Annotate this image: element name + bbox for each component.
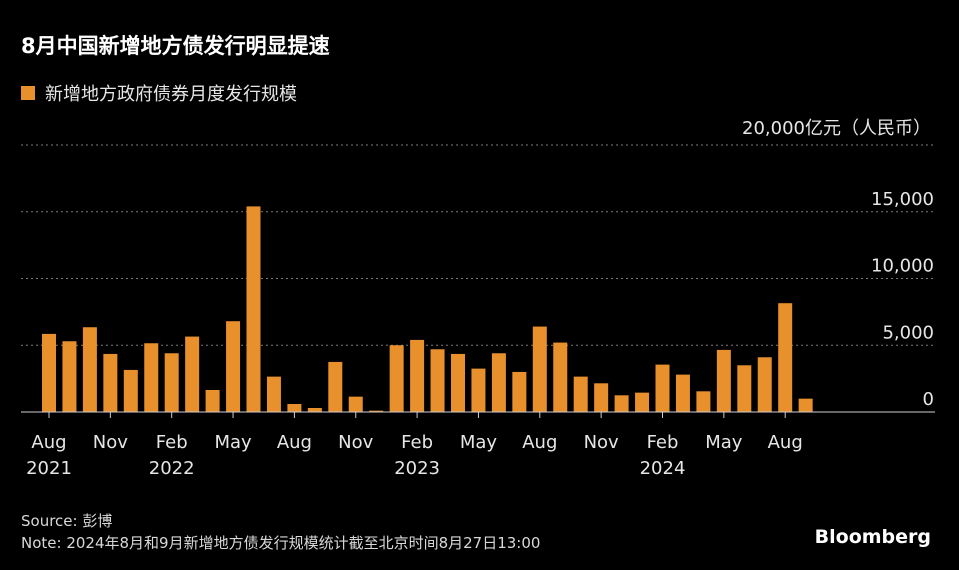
legend-swatch [21, 86, 35, 100]
legend: 新增地方政府债券月度发行规模 [21, 80, 297, 106]
bar [471, 368, 486, 412]
x-tick-labels: Aug 2021 Nov Feb 2022 May Aug Nov Feb 2023 May Aug N… [26, 432, 803, 479]
chart-title: 8月中国新增地方债发行明显提速 [21, 34, 330, 58]
y-tick-label: 5,000 [882, 322, 934, 343]
x-year-label: 2024 [640, 458, 686, 479]
bar [573, 376, 588, 412]
bars [42, 206, 813, 412]
bar [348, 396, 363, 412]
bar [328, 361, 343, 412]
x-tick-label: May [705, 432, 743, 453]
bar [635, 392, 650, 412]
x-tick-label: Nov [93, 432, 128, 453]
bar [553, 342, 568, 412]
bar [430, 349, 445, 412]
x-year-label: 2023 [394, 458, 440, 479]
y-tick-labels: 15,000 10,000 5,000 0 [871, 189, 934, 410]
bar [307, 407, 322, 412]
bar [716, 349, 731, 412]
bar [696, 391, 711, 412]
x-tick-label: May [460, 432, 498, 453]
bar [42, 333, 56, 412]
x-tick-label: Aug [31, 432, 66, 453]
bar [512, 371, 527, 412]
bloomberg-logo: Bloomberg [814, 526, 931, 548]
y-tick-label: 10,000 [871, 256, 934, 277]
bar [164, 353, 179, 412]
source-note: Source: 彭博 [21, 512, 113, 530]
y-tick-label: 0 [923, 389, 934, 410]
bar [103, 353, 118, 412]
bar [491, 353, 506, 412]
bar [62, 341, 77, 412]
footnote: Note: 2024年8月和9月新增地方债发行规模统计截至北京时间8月27日13… [21, 534, 541, 552]
bar [266, 376, 281, 412]
x-tick-label: Feb [156, 432, 188, 453]
x-year-label: 2022 [149, 458, 195, 479]
x-tick-label: Aug [522, 432, 557, 453]
y-tick-label: 15,000 [871, 189, 934, 210]
bar [369, 410, 384, 412]
bar [82, 327, 97, 412]
bar [798, 398, 813, 412]
grid-lines [21, 144, 935, 346]
bar [205, 389, 220, 412]
x-tick-label: Aug [277, 432, 312, 453]
bar [614, 395, 629, 412]
bar [655, 364, 670, 412]
bar [675, 374, 690, 412]
x-tick-label: Nov [338, 432, 373, 453]
bar [185, 336, 200, 412]
bar [757, 357, 772, 412]
bar [410, 339, 425, 412]
x-tick-label: Aug [768, 432, 803, 453]
bar [226, 321, 241, 412]
bar [246, 206, 261, 412]
bar [451, 353, 465, 412]
bar [389, 345, 404, 412]
bar [123, 369, 138, 412]
bar [737, 365, 752, 412]
x-tick-label: May [214, 432, 252, 453]
x-tick-label: Feb [647, 432, 679, 453]
bar [778, 303, 793, 412]
x-year-label: 2021 [26, 458, 72, 479]
x-axis [21, 411, 935, 418]
bar [287, 403, 302, 412]
legend-label: 新增地方政府债券月度发行规模 [45, 84, 297, 105]
x-tick-label: Feb [401, 432, 433, 453]
bar [532, 326, 547, 412]
bar [594, 383, 609, 412]
y-axis-unit-label: 20,000亿元（人民币） [742, 118, 931, 139]
x-tick-label: Nov [584, 432, 619, 453]
bar [144, 343, 159, 412]
